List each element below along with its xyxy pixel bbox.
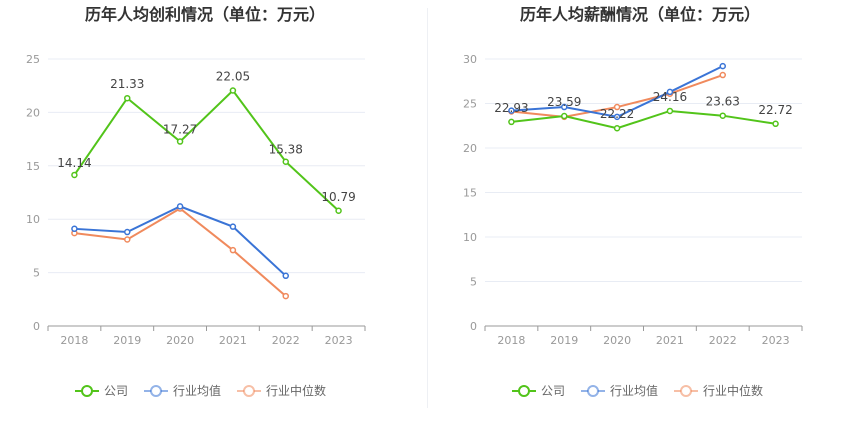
chart1-industry-avg-point[interactable] — [282, 272, 289, 280]
chart1-legend-company-label[interactable]: 公司 — [104, 384, 128, 398]
chart2-company-point[interactable] — [719, 112, 726, 119]
chart1-data-label: 22.05 — [216, 70, 250, 84]
chart1-y-tick-label: 0 — [33, 320, 40, 333]
chart2-legend-industry-median-label[interactable]: 行业中位数 — [703, 383, 763, 398]
chart1-company-point[interactable] — [124, 94, 131, 102]
chart2-y-tick-label: 20 — [463, 142, 477, 155]
chart2-data-label: 22.93 — [494, 101, 528, 115]
chart2-data-label: 23.59 — [547, 95, 581, 109]
chart2-legend-company-marker[interactable] — [518, 385, 530, 397]
chart1-title: 历年人均创利情况（单位：万元） — [85, 5, 325, 24]
chart2-legend-company-label[interactable]: 公司 — [541, 384, 565, 398]
chart1-company-line — [73, 88, 340, 212]
chart2-company-point[interactable] — [561, 112, 568, 120]
chart1-data-label: 15.38 — [269, 143, 303, 157]
chart1-x-tick-label: 2022 — [272, 334, 300, 347]
chart1-industry-avg-point[interactable] — [229, 223, 237, 230]
chart2-industry-avg-point[interactable] — [508, 107, 515, 114]
chart1-company-point[interactable] — [229, 87, 237, 94]
chart2-industry-avg-point[interactable] — [666, 88, 674, 96]
chart1-data-label: 10.79 — [321, 190, 355, 204]
chart2-x-tick-label: 2020 — [603, 334, 631, 347]
chart1-industry-median-point[interactable] — [124, 236, 131, 243]
chart2-industry-avg-point[interactable] — [613, 113, 621, 121]
chart1-y-tick-label: 20 — [26, 106, 40, 119]
chart2-industry-avg-point[interactable] — [561, 103, 568, 111]
chart2-title: 历年人均薪酬情况（单位：万元） — [520, 5, 760, 24]
chart1-data-label: 17.27 — [163, 123, 197, 137]
chart1-legend-industry-median-label[interactable]: 行业中位数 — [266, 383, 326, 398]
chart1-company-point[interactable] — [282, 158, 289, 165]
chart2-x-tick-label: 2021 — [656, 334, 684, 347]
chart1-industry-median-point[interactable] — [282, 292, 289, 300]
chart2-y-tick-label: 10 — [463, 231, 477, 244]
chart1-data-label: 14.14 — [57, 156, 91, 170]
chart1-company-point[interactable] — [176, 138, 184, 145]
chart2-industry-avg-point[interactable] — [719, 62, 726, 70]
chart1-data-label: 21.33 — [110, 77, 144, 91]
chart1-x-tick-label: 2020 — [166, 334, 194, 347]
chart1-x-tick-label: 2019 — [113, 334, 141, 347]
chart2-data-label: 24.16 — [653, 90, 687, 104]
chart1-y-tick-label: 25 — [26, 53, 40, 66]
chart2-company-point[interactable] — [508, 118, 515, 126]
chart1-industry-median-point[interactable] — [229, 246, 237, 254]
chart2-y-tick-label: 0 — [470, 320, 477, 333]
chart2-x-tick-label: 2023 — [762, 334, 790, 347]
chart1-y-tick-label: 15 — [26, 160, 40, 173]
chart2-x-tick-label: 2022 — [709, 334, 737, 347]
chart2-legend-industry-avg-label[interactable]: 行业均值 — [610, 383, 658, 398]
chart2-data-label: 22.72 — [758, 103, 792, 117]
chart2-industry-median-point[interactable] — [613, 103, 621, 111]
chart1-industry-avg-line — [74, 205, 287, 277]
chart1-industry-avg-point[interactable] — [124, 228, 131, 236]
chart2-company-line — [511, 109, 776, 130]
chart1-legend-industry-avg-marker[interactable] — [150, 385, 162, 397]
chart2-legend-industry-median-marker[interactable] — [680, 385, 692, 397]
chart2-x-tick-label: 2018 — [497, 334, 525, 347]
chart2-x-tick-label: 2019 — [550, 334, 578, 347]
chart2-company-point[interactable] — [772, 120, 779, 128]
chart2-legend-industry-avg-marker[interactable] — [587, 385, 599, 397]
chart1-y-tick-label: 5 — [33, 267, 40, 280]
chart1-industry-median-line — [74, 207, 287, 297]
chart1-legend-company-marker[interactable] — [81, 385, 93, 397]
chart1-y-tick-label: 10 — [26, 213, 40, 226]
chart2-company-point[interactable] — [666, 107, 674, 115]
chart1-company-point[interactable] — [335, 207, 342, 215]
chart1-legend-industry-median-marker[interactable] — [243, 385, 255, 397]
chart2-y-tick-label: 25 — [463, 98, 477, 111]
chart2-company-point[interactable] — [613, 124, 621, 132]
chart1-company-point[interactable] — [71, 171, 78, 179]
chart2-industry-median-point[interactable] — [719, 71, 726, 79]
chart1-x-tick-label: 2023 — [325, 334, 353, 347]
chart2-y-tick-label: 15 — [463, 187, 477, 200]
chart-divider — [427, 8, 428, 408]
chart2-data-label: 23.63 — [706, 95, 740, 109]
chart2-y-tick-label: 5 — [470, 276, 477, 289]
chart2-data-label: 22.22 — [600, 107, 634, 121]
chart1-legend-industry-avg-label[interactable]: 行业均值 — [173, 383, 221, 398]
chart2-y-tick-label: 30 — [463, 53, 477, 66]
chart1-industry-avg-point[interactable] — [71, 225, 78, 233]
chart1-x-tick-label: 2021 — [219, 334, 247, 347]
chart1-industry-avg-point[interactable] — [176, 203, 184, 210]
chart1-x-tick-label: 2018 — [60, 334, 88, 347]
